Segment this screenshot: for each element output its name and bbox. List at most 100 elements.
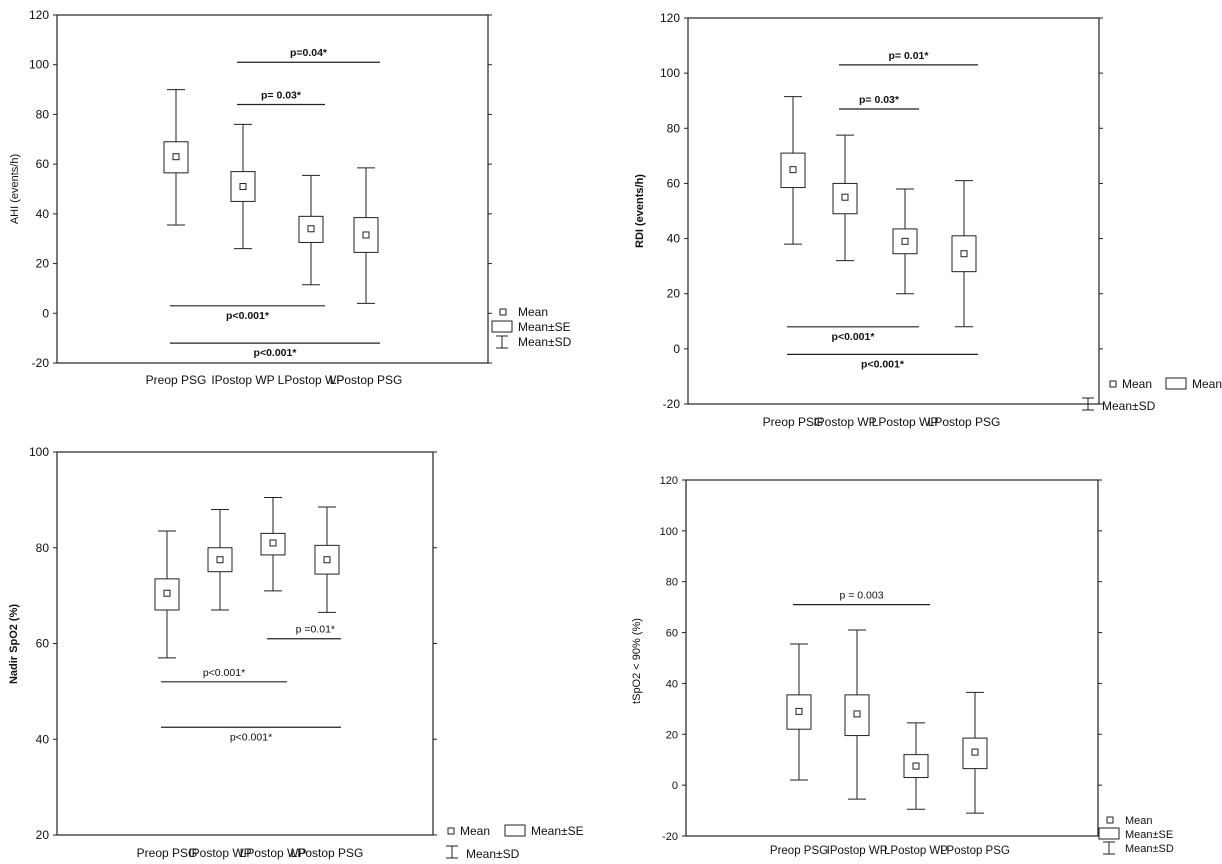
mean-marker bbox=[789, 166, 797, 174]
mean-marker bbox=[216, 556, 224, 564]
y-tick-label: 80 bbox=[667, 121, 681, 135]
legend-sd-label: Mean±SD bbox=[1125, 843, 1174, 855]
legend-se-label: Mean±SE bbox=[531, 824, 584, 838]
y-tick-label: 80 bbox=[666, 577, 678, 589]
y-tick-label: 40 bbox=[36, 732, 50, 746]
se-box bbox=[154, 578, 180, 611]
legend-se-label: Mean±SE bbox=[1192, 377, 1222, 391]
box-2 bbox=[832, 134, 858, 262]
box-3 bbox=[260, 496, 286, 592]
mean-marker bbox=[795, 707, 803, 715]
p-value-label: p= 0.03* bbox=[859, 94, 900, 106]
y-tick-label: 0 bbox=[42, 306, 49, 320]
mean-marker bbox=[362, 231, 370, 239]
y-tick-label: 60 bbox=[667, 176, 681, 190]
box-1 bbox=[786, 643, 812, 781]
p-value-label: p =0.01* bbox=[296, 624, 335, 636]
p-value-label: p<0.001* bbox=[230, 731, 272, 743]
p-value-label: p<0.001* bbox=[254, 347, 298, 359]
p-value-label: p<0.001* bbox=[226, 310, 270, 322]
plot-frame bbox=[687, 17, 1100, 405]
box-4 bbox=[962, 691, 988, 814]
x-category-label: LPostop PSG bbox=[291, 846, 364, 860]
x-category-label: Preop PSG bbox=[137, 846, 198, 860]
y-tick-label: -20 bbox=[663, 397, 681, 411]
x-category-label: LPostop WP bbox=[884, 845, 948, 857]
legend-sd-label: Mean±SD bbox=[1102, 399, 1156, 413]
y-tick-label: 0 bbox=[672, 780, 678, 792]
legend-se-label: Mean±SE bbox=[1125, 829, 1173, 841]
y-tick-label: 20 bbox=[36, 828, 50, 842]
y-tick-label: 120 bbox=[660, 11, 680, 25]
legend-mean-label: Mean bbox=[1122, 377, 1152, 391]
x-category-label: LPostop WP bbox=[240, 846, 307, 860]
legend-se-label: Mean±SE bbox=[518, 320, 571, 334]
p-value-label: p= 0.01* bbox=[889, 50, 930, 62]
legend-sd-label: Mean±SD bbox=[518, 335, 572, 349]
box-4 bbox=[353, 167, 379, 304]
box-2 bbox=[230, 123, 256, 250]
mean-marker bbox=[841, 193, 849, 201]
box-3 bbox=[298, 174, 324, 286]
y-tick-label: -20 bbox=[32, 356, 50, 370]
box-2 bbox=[844, 629, 870, 800]
box-3 bbox=[892, 188, 918, 295]
y-tick-label: 60 bbox=[36, 157, 50, 171]
mean-marker bbox=[307, 225, 315, 233]
x-category-label: IPostop WP bbox=[813, 415, 876, 429]
y-tick-label: 40 bbox=[666, 678, 678, 690]
y-tick-label: 80 bbox=[36, 107, 50, 121]
plot-frame bbox=[56, 451, 434, 836]
y-tick-label: 20 bbox=[36, 257, 50, 271]
se-box bbox=[951, 235, 977, 273]
p-value-label: p<0.001* bbox=[832, 331, 876, 343]
mean-marker bbox=[971, 748, 979, 756]
x-category-label: LPostop PSG bbox=[940, 845, 1010, 857]
y-tick-label: -20 bbox=[662, 831, 678, 843]
legend-se-symbol bbox=[491, 320, 513, 333]
box-1 bbox=[154, 530, 180, 659]
legend-mean-label: Mean bbox=[460, 824, 490, 838]
legend: Mean Mean±SE Mean±SD bbox=[1082, 377, 1222, 413]
box-3 bbox=[903, 722, 929, 810]
mean-marker bbox=[172, 153, 180, 161]
x-category-label: Preop PSG bbox=[763, 415, 824, 429]
y-tick-label: 20 bbox=[666, 729, 678, 741]
y-tick-label: 40 bbox=[667, 232, 681, 246]
y-tick-label: 60 bbox=[666, 628, 678, 640]
x-category-label: Preop PSG bbox=[770, 845, 828, 857]
box-4 bbox=[951, 180, 977, 328]
mean-marker bbox=[239, 183, 247, 191]
x-category-label: LPostop WP bbox=[278, 373, 345, 387]
box-2 bbox=[207, 508, 233, 611]
y-tick-label: 120 bbox=[29, 8, 49, 22]
plot-frame bbox=[56, 14, 489, 364]
x-category-label: Preop PSG bbox=[146, 373, 207, 387]
y-tick-label: 40 bbox=[36, 207, 50, 221]
x-category-label: IPostop WP bbox=[827, 845, 888, 857]
chart-panel-4: -20 0 20 40 60 80 100 120 tSpO2 < 90% (%) Preop P… bbox=[631, 475, 1174, 857]
mean-marker bbox=[853, 710, 861, 718]
x-category-label: LPostop PSG bbox=[330, 373, 403, 387]
x-category-label: LPostop WP bbox=[872, 415, 939, 429]
mean-marker bbox=[960, 250, 968, 258]
p-value-label: p= 0.03* bbox=[261, 89, 302, 101]
p-value-label: p = 0.003 bbox=[839, 590, 883, 602]
mean-marker bbox=[163, 589, 171, 597]
y-tick-label: 60 bbox=[36, 637, 50, 651]
box-4 bbox=[314, 506, 340, 613]
y-tick-label: 100 bbox=[29, 445, 49, 459]
chart-panel-3: 20 40 60 80 100 Nadir SpO2 (%) Preop PSGIPosto… bbox=[8, 445, 584, 861]
y-axis-label: AHI (events/h) bbox=[9, 154, 21, 224]
y-tick-label: 100 bbox=[660, 66, 680, 80]
legend-mean-symbol bbox=[447, 827, 455, 835]
y-axis-label: Nadir SpO2 (%) bbox=[8, 604, 20, 684]
legend-mean-label: Mean bbox=[518, 305, 548, 319]
x-category-label: IPostop WP bbox=[188, 846, 251, 860]
box-1 bbox=[780, 96, 806, 245]
chart-panel-2: -20 0 20 40 60 80 100 120 RDI (events/h) Preop PS… bbox=[634, 11, 1222, 429]
chart-panel-1: -20 0 20 40 60 80 100 120 AHI (events/h) Preop PS… bbox=[9, 8, 572, 387]
